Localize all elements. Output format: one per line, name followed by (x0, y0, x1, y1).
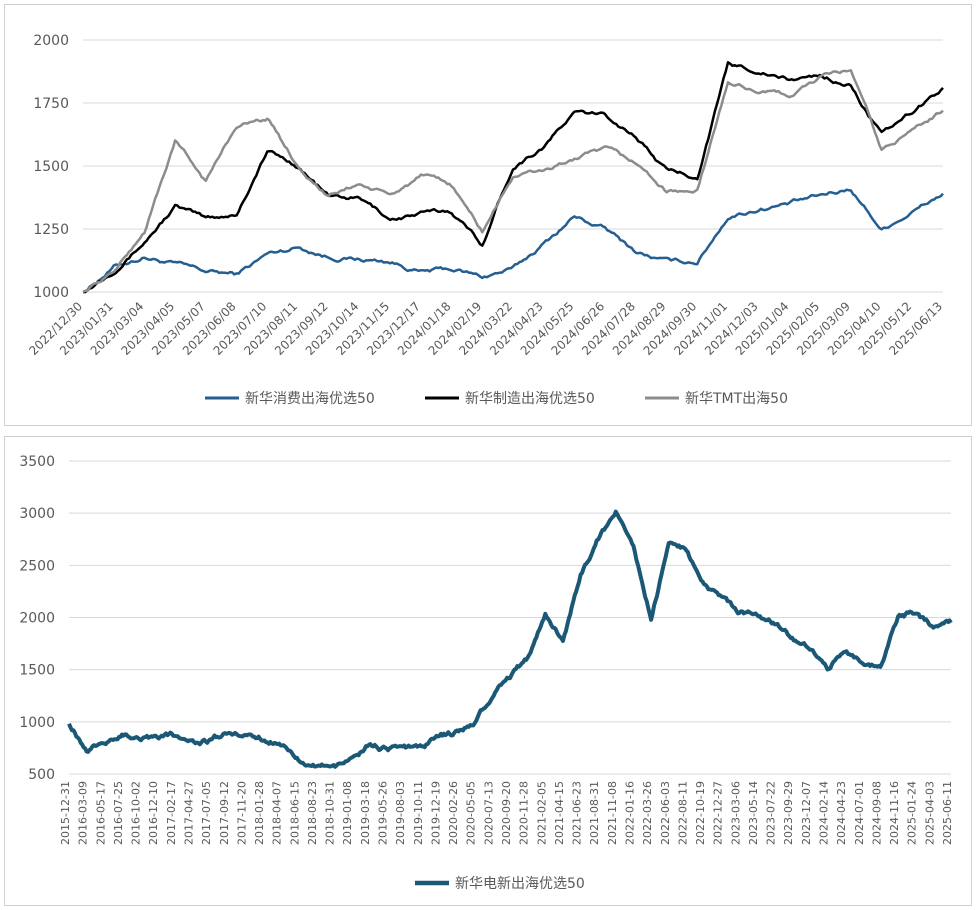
x-tick-label: 2016-05-17 (94, 781, 107, 845)
x-tick-label: 2017-02-17 (165, 781, 178, 845)
x-tick-label: 2017-04-27 (182, 781, 195, 845)
y-tick-label: 2000 (33, 33, 69, 49)
x-tick-label: 2019-10-11 (412, 781, 425, 845)
y-tick-label: 1500 (33, 159, 69, 175)
y-tick-label: 1250 (33, 222, 69, 238)
legend-label: 新华制造出海优选50 (465, 391, 595, 407)
x-tick-label: 2022-01-16 (623, 781, 636, 845)
x-tick-label: 2023-09-29 (782, 781, 795, 845)
legend-label: 新华消费出海优选50 (245, 391, 375, 407)
x-tick-label: 2022-03-26 (641, 781, 654, 845)
x-tick-label: 2024-04-23 (835, 781, 848, 845)
x-tick-label: 2018-01-28 (253, 781, 266, 845)
x-tick-label: 2025-01-24 (906, 781, 919, 845)
chart-top-svg: 100012501500175020002022/12/302023/01/31… (26, 33, 945, 407)
x-tick-label: 2022-06-03 (659, 781, 672, 845)
x-tick-label: 2021-08-31 (588, 781, 601, 845)
y-tick-label: 2000 (19, 611, 55, 627)
x-tick-label: 2024-11-16 (888, 781, 901, 845)
x-tick-label: 2016-07-25 (112, 781, 125, 845)
x-tick-label: 2016-10-02 (130, 781, 143, 845)
x-tick-label: 2017-11-20 (235, 781, 248, 845)
x-tick-label: 2019-08-03 (394, 781, 407, 845)
x-tick-label: 2024-02-14 (818, 781, 831, 845)
x-tick-label: 2025-06-11 (941, 781, 954, 845)
x-tick-label: 2024-09-08 (870, 781, 883, 845)
x-tick-label: 2020-11-28 (518, 781, 531, 845)
x-tick-label: 2019-12-19 (429, 781, 442, 845)
x-tick-label: 2019-05-26 (377, 781, 390, 845)
x-tick-label: 2016-12-10 (147, 781, 160, 845)
x-tick-label: 2021-02-05 (535, 781, 548, 845)
series-line (83, 61, 944, 294)
series-line (82, 69, 944, 294)
legend-label: 新华电新出海优选50 (455, 876, 585, 892)
x-tick-label: 2021-11-08 (606, 781, 619, 845)
series-line (83, 188, 944, 294)
x-tick-label: 2020-05-05 (465, 781, 478, 845)
x-tick-label: 2020-02-26 (447, 781, 460, 845)
x-tick-label: 2023-03-06 (729, 781, 742, 845)
x-tick-label: 2018-10-31 (324, 781, 337, 845)
y-tick-label: 1000 (33, 285, 69, 301)
x-tick-label: 2019-03-18 (359, 781, 372, 845)
x-tick-label: 2018-08-23 (306, 781, 319, 845)
x-tick-label: 2017-07-05 (200, 781, 213, 845)
x-tick-label: 2022-12-27 (712, 781, 725, 845)
x-tick-label: 2023-07-22 (765, 781, 778, 845)
x-tick-label: 2025-04-03 (923, 781, 936, 845)
x-tick-label: 2020-09-20 (500, 781, 513, 845)
x-tick-label: 2023-05-14 (747, 781, 760, 845)
y-tick-label: 2500 (19, 558, 55, 574)
y-tick-label: 1500 (19, 663, 55, 679)
legend-label: 新华TMT出海50 (685, 391, 788, 407)
series-line (67, 509, 953, 769)
chart-panel-bottom: 500 1000 1500 2000 2500 3000 3500 2015-12-31 201… (4, 436, 972, 906)
x-tick-label: 2021-06-23 (571, 781, 584, 845)
chart-bottom-svg: 500 1000 1500 2000 2500 3000 3500 2015-12-31 201… (19, 454, 954, 892)
x-tick-label: 2021-04-15 (553, 781, 566, 845)
x-tick-label: 2022-08-11 (676, 781, 689, 845)
x-tick-label: 2020-07-13 (482, 781, 495, 845)
x-tick-label: 2019-01-08 (341, 781, 354, 845)
x-tick-label: 2018-04-07 (271, 781, 284, 845)
y-tick-label: 1750 (33, 96, 69, 112)
x-tick-label: 2017-09-12 (218, 781, 231, 845)
x-tick-label: 2022-10-19 (694, 781, 707, 845)
y-tick-label: 500 (28, 767, 55, 783)
x-tick-label: 2015-12-31 (59, 781, 72, 845)
y-tick-label: 1000 (19, 715, 55, 731)
x-tick-label: 2023-12-07 (800, 781, 813, 845)
y-tick-label: 3000 (19, 506, 55, 522)
x-tick-label: 2016-03-09 (77, 781, 90, 845)
x-tick-label: 2018-06-15 (288, 781, 301, 845)
y-tick-label: 3500 (19, 454, 55, 470)
chart-panel-top: 1000 1250 1500 1750 2000 2022/12/30 2023/01/31… (4, 4, 972, 426)
x-tick-label: 2024-07-01 (853, 781, 866, 845)
